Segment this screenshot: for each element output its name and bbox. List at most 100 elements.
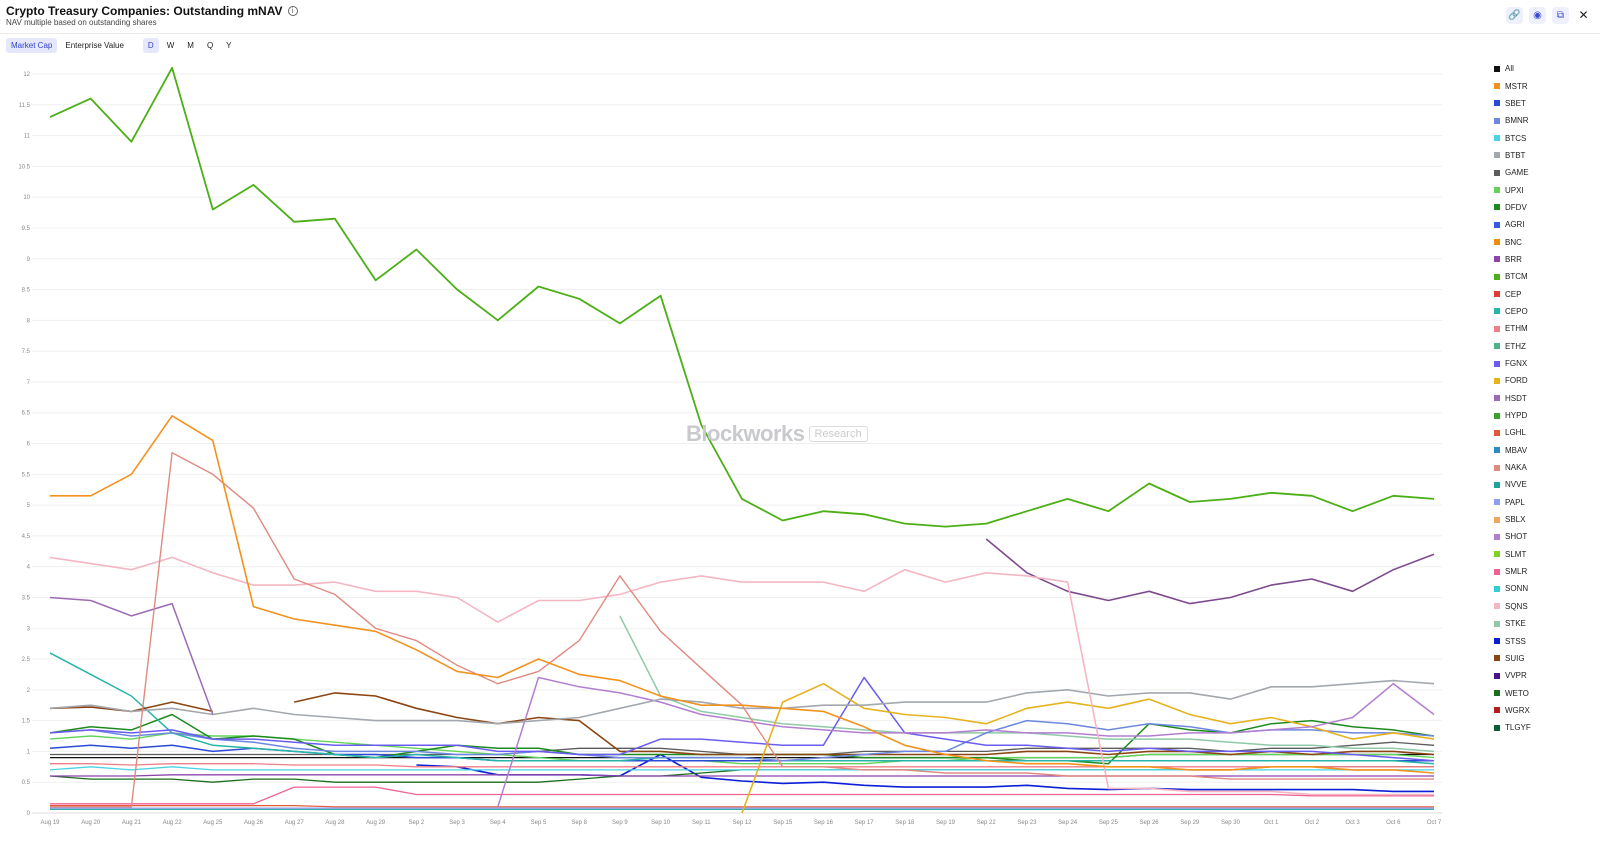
legend-item-mbav[interactable]: MBAV xyxy=(1494,442,1594,459)
legend-item-naka[interactable]: NAKA xyxy=(1494,459,1594,476)
legend-swatch xyxy=(1494,308,1500,315)
legend-swatch xyxy=(1494,273,1500,280)
series-line-vvpr[interactable] xyxy=(985,538,1435,605)
series-line-ford[interactable] xyxy=(741,682,1435,814)
period-m[interactable]: M xyxy=(187,41,194,50)
camera-icon[interactable]: ◉ xyxy=(1529,7,1546,24)
legend-item-ford[interactable]: FORD xyxy=(1494,372,1594,389)
chart-area: 0 0.5 1 1.5 2 2.5 3 3.5 4 4.5 5 5.5 6 6.5 7 7.5 8 8.5 9 9.5… xyxy=(0,58,1480,852)
legend-item-slmt[interactable]: SLMT xyxy=(1494,546,1594,563)
legend-item-ethz[interactable]: ETHZ xyxy=(1494,338,1594,355)
legend-swatch xyxy=(1494,481,1500,488)
legend-swatch xyxy=(1494,412,1500,419)
y-tick-label: 12 xyxy=(23,72,30,78)
series-line-stke[interactable] xyxy=(619,615,1435,753)
legend-item-cepo[interactable]: CEPO xyxy=(1494,303,1594,320)
legend-item-suig[interactable]: SUIG xyxy=(1494,650,1594,667)
legend-item-lghl[interactable]: LGHL xyxy=(1494,424,1594,441)
series-line-lghl[interactable] xyxy=(50,804,1434,808)
y-tick-label: 1.5 xyxy=(22,719,31,725)
tab-enterprise-value[interactable]: Enterprise Value xyxy=(65,41,124,50)
y-tick-label: 10.5 xyxy=(18,164,30,170)
legend-swatch xyxy=(1494,585,1500,592)
info-icon[interactable]: i xyxy=(287,6,298,16)
y-tick-label: 8 xyxy=(27,318,31,324)
legend-label: NAKA xyxy=(1505,463,1527,473)
legend-item-weto[interactable]: WETO xyxy=(1494,684,1594,701)
legend-item-all[interactable]: All xyxy=(1494,60,1594,77)
x-tick-label: Sep 22 xyxy=(977,820,997,826)
y-tick-label: 4 xyxy=(27,565,31,571)
x-tick-label: Sep 4 xyxy=(490,820,506,826)
series-line-btbt[interactable] xyxy=(49,679,1435,725)
period-w[interactable]: W xyxy=(166,41,175,50)
legend-item-sbet[interactable]: SBET xyxy=(1494,95,1594,112)
legend-label: SBLX xyxy=(1505,515,1526,525)
legend-swatch xyxy=(1494,239,1500,246)
legend-item-dfdv[interactable]: DFDV xyxy=(1494,199,1594,216)
legend-label: WGRX xyxy=(1505,705,1530,715)
series-line-btcm[interactable] xyxy=(49,66,1435,528)
legend-label: VVPR xyxy=(1505,671,1527,681)
link-icon[interactable]: 🔗 xyxy=(1506,7,1523,24)
x-tick-label: Aug 29 xyxy=(366,820,386,826)
legend-label: SBET xyxy=(1505,98,1526,108)
series-line-bmnr[interactable] xyxy=(49,719,1435,762)
legend-item-hsdt[interactable]: HSDT xyxy=(1494,390,1594,407)
legend-item-btcm[interactable]: BTCM xyxy=(1494,268,1594,285)
x-tick-label: Oct 3 xyxy=(1345,820,1360,826)
series-line-hsdt[interactable] xyxy=(49,596,214,715)
legend-item-stss[interactable]: STSS xyxy=(1494,632,1594,649)
legend-swatch xyxy=(1494,516,1500,523)
legend-swatch xyxy=(1494,65,1500,72)
legend-item-hypd[interactable]: HYPD xyxy=(1494,407,1594,424)
legend-item-mstr[interactable]: MSTR xyxy=(1494,77,1594,94)
legend-swatch xyxy=(1494,499,1500,506)
legend-label: ETHM xyxy=(1505,324,1528,334)
series-line-mstr[interactable] xyxy=(50,414,1435,774)
x-tick-label: Aug 19 xyxy=(40,820,60,826)
period-d[interactable]: D xyxy=(142,38,159,53)
legend-item-agri[interactable]: AGRI xyxy=(1494,216,1594,233)
period-y[interactable]: Y xyxy=(226,41,232,50)
series-line-sbet[interactable] xyxy=(49,744,1434,762)
legend-item-bnc[interactable]: BNC xyxy=(1494,233,1594,250)
x-tick-label: Sep 3 xyxy=(449,820,465,826)
series-line-sqns[interactable] xyxy=(49,556,1434,796)
period-q[interactable]: Q xyxy=(206,41,214,50)
legend-item-sonn[interactable]: SONN xyxy=(1494,580,1594,597)
series-line-smlr[interactable] xyxy=(50,786,1434,805)
legend-item-vvpr[interactable]: VVPR xyxy=(1494,667,1594,684)
legend-item-stke[interactable]: STKE xyxy=(1494,615,1594,632)
legend-item-cep[interactable]: CEP xyxy=(1494,285,1594,302)
legend-item-game[interactable]: GAME xyxy=(1494,164,1594,181)
legend-label: TLGYF xyxy=(1505,723,1531,733)
legend-item-btcs[interactable]: BTCS xyxy=(1494,129,1594,146)
legend-item-sqns[interactable]: SQNS xyxy=(1494,598,1594,615)
legend-item-shot[interactable]: SHOT xyxy=(1494,528,1594,545)
legend-item-nvve[interactable]: NVVE xyxy=(1494,476,1594,493)
legend-item-ethm[interactable]: ETHM xyxy=(1494,320,1594,337)
grid xyxy=(32,73,1442,814)
series-line-brr[interactable] xyxy=(50,774,1434,777)
legend-item-tlgyf[interactable]: TLGYF xyxy=(1494,719,1594,736)
title-row: Crypto Treasury Companies: Outstanding m… xyxy=(6,4,298,18)
series-line-fgnx[interactable] xyxy=(49,676,1435,762)
legend-label: BTBT xyxy=(1505,150,1526,160)
legend-item-sblx[interactable]: SBLX xyxy=(1494,511,1594,528)
series-line-ethm[interactable] xyxy=(50,763,1434,768)
legend-item-wgrx[interactable]: WGRX xyxy=(1494,702,1594,719)
legend-item-smlr[interactable]: SMLR xyxy=(1494,563,1594,580)
legend-item-btbt[interactable]: BTBT xyxy=(1494,147,1594,164)
legend-item-brr[interactable]: BRR xyxy=(1494,251,1594,268)
y-tick-label: 7 xyxy=(27,380,31,386)
legend-item-bmnr[interactable]: BMNR xyxy=(1494,112,1594,129)
legend-label: All xyxy=(1505,64,1514,74)
legend-item-upxi[interactable]: UPXI xyxy=(1494,181,1594,198)
export-icon[interactable]: ⧉ xyxy=(1552,7,1569,24)
tab-market-cap[interactable]: Market Cap xyxy=(6,38,58,53)
legend-item-papl[interactable]: PAPL xyxy=(1494,494,1594,511)
legend-item-fgnx[interactable]: FGNX xyxy=(1494,355,1594,372)
close-icon[interactable]: ✕ xyxy=(1578,8,1589,22)
y-tick-label: 5 xyxy=(27,503,31,509)
